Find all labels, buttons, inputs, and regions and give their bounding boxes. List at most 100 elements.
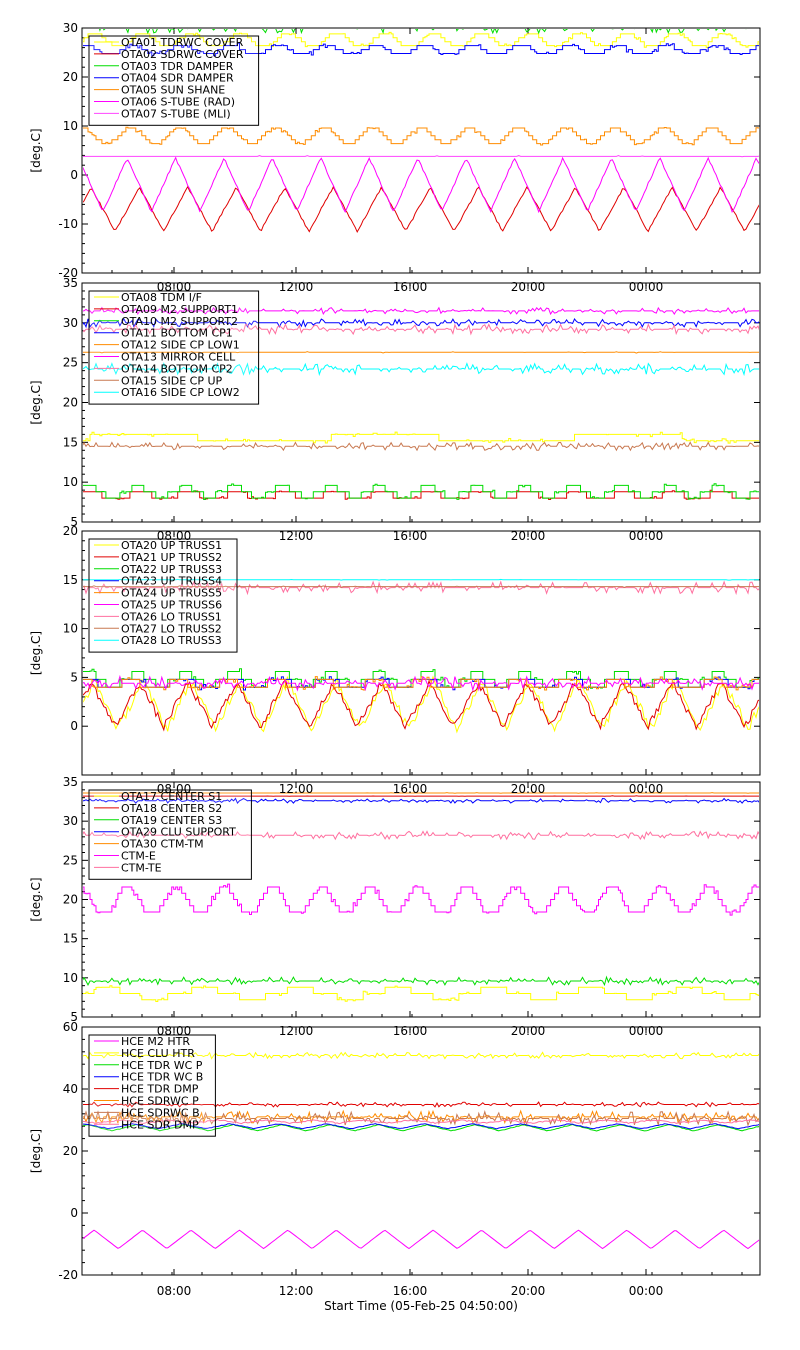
y-tick-label: 10 (63, 475, 78, 489)
x-tick-label: 16:00 (393, 1024, 428, 1038)
x-tick-labels: 08:00 12:00 16:00 20:00 00:00 08:00 12:00 16:00… (157, 280, 664, 1298)
series-line-7 (83, 1110, 759, 1127)
legend-entry: OTA17 CENTER S1 (121, 790, 222, 803)
legend-entry: OTA09 M2 SUPPORT1 (121, 303, 238, 316)
legend-entry: HCE M2 HTR (121, 1035, 190, 1048)
legend-entry: HCE TDR WC P (121, 1059, 203, 1072)
series-line-5 (83, 126, 759, 146)
legend-entry: OTA02 SDRWC COVER (121, 48, 244, 61)
y-tick-label: 20 (63, 1144, 78, 1158)
legend-entry: OTA29 CLU SUPPORT (121, 826, 236, 839)
series-lines (83, 306, 759, 500)
x-tick-label: 00:00 (629, 529, 664, 543)
x-tick-label: 16:00 (393, 1284, 428, 1298)
series-line-9 (83, 578, 759, 581)
legend-entry: OTA13 MIRROR CELL (121, 351, 236, 364)
series-line-2 (83, 1051, 759, 1060)
start-time-label: Start Time (05-Feb-25 04:50:00) (324, 1299, 518, 1313)
legend-entry: OTA26 LO TRUSS1 (121, 610, 222, 623)
x-tick-label: 16:00 (393, 782, 428, 796)
series-line-8 (83, 441, 759, 452)
x-tick-label: 00:00 (629, 1024, 664, 1038)
series-line-1 (83, 985, 759, 1002)
y-tick-label: 20 (63, 396, 78, 410)
y-tick-label: 0 (70, 168, 78, 182)
panel-4: 5 10 15 20 25 30 35 [deg.C] OTA17 CENTER S1OTA18… (29, 775, 761, 1024)
legend-box (88, 35, 260, 126)
legend-entry: HCE TDR WC B (121, 1071, 203, 1084)
y-tick-label: 30 (63, 814, 78, 828)
series-line-6 (83, 306, 759, 316)
y-tick-label: 15 (63, 932, 78, 946)
legend-entry: HCE SDRWC B (121, 1106, 200, 1119)
y-tick-label: 35 (63, 775, 78, 789)
y-tick-label: 20 (63, 524, 78, 538)
y-tick-label: 15 (63, 435, 78, 449)
legend-entry: OTA16 SIDE CP LOW2 (121, 386, 240, 399)
x-tick-label: 12:00 (279, 529, 314, 543)
x-tick-label: 08:00 (157, 782, 192, 796)
series-line-1 (83, 31, 759, 48)
series-line-5 (83, 792, 759, 794)
legend-entry: HCE CLU HTR (121, 1047, 195, 1060)
series-line-7 (83, 323, 759, 336)
y-tick-label: 5 (70, 670, 78, 684)
series-line-6 (83, 883, 759, 916)
y-tick-label: 20 (63, 70, 78, 84)
series-line-1 (83, 675, 759, 734)
legend-entry: OTA03 TDR DAMPER (121, 60, 234, 73)
y-axis-label: [deg.C] (29, 128, 43, 172)
legend-entry: CTM-TE (121, 861, 162, 874)
x-tick-label: 08:00 (157, 1024, 192, 1038)
series-line-5 (83, 1101, 759, 1108)
x-tick-label: 08:00 (157, 1284, 192, 1298)
series-line-4 (83, 1123, 759, 1130)
y-tick-label: 30 (63, 316, 78, 330)
legend-entry: HCE SDR DMP (121, 1118, 199, 1131)
series-lines (83, 29, 759, 234)
series-line-9 (83, 362, 759, 377)
y-tick-label: 5 (70, 1010, 78, 1024)
legend-box (88, 538, 238, 653)
y-tick-label: -20 (58, 266, 78, 280)
x-tick-label: 20:00 (511, 529, 546, 543)
legend-entry: OTA25 UP TRUSS6 (121, 599, 222, 612)
series-line-4 (83, 797, 759, 805)
series-line-8 (83, 585, 759, 589)
legend-entry: OTA08 TDM I/F (121, 291, 202, 304)
legend-entry: HCE SDRWC P (121, 1095, 199, 1108)
series-line-3 (83, 975, 759, 987)
legend-entry: OTA19 CENTER S3 (121, 814, 222, 827)
y-tick-label: 10 (63, 119, 78, 133)
legend-entry: OTA15 SIDE CP UP (121, 374, 223, 387)
x-tick-label: 20:00 (511, 782, 546, 796)
legend-entry: OTA24 UP TRUSS5 (121, 587, 222, 600)
y-tick-label: 20 (63, 893, 78, 907)
plot-frame (81, 27, 761, 274)
y-tick-label: -10 (58, 217, 78, 231)
legend-box (88, 789, 252, 880)
x-tick-label: 20:00 (511, 1024, 546, 1038)
legend-entry: OTA28 LO TRUSS3 (121, 634, 222, 647)
legend-entry: OTA06 S-TUBE (RAD) (121, 96, 235, 109)
series-line-4 (83, 318, 759, 329)
x-tick-label: 08:00 (157, 280, 192, 294)
legend-entry: OTA11 BOTTOM CP1 (121, 327, 233, 340)
y-tick-label: 10 (63, 622, 78, 636)
legend-entry: OTA14 BOTTOM CP2 (121, 362, 233, 375)
y-tick-label: 40 (63, 1082, 78, 1096)
y-axis-label: [deg.C] (29, 877, 43, 921)
legend-entry: OTA01 TDRWC COVER (121, 36, 244, 49)
legend-entry: OTA18 CENTER S2 (121, 802, 222, 815)
y-tick-label: -20 (58, 1268, 78, 1282)
y-axis-label: [deg.C] (29, 1129, 43, 1173)
legend-entry: OTA05 SUN SHANE (121, 84, 225, 97)
